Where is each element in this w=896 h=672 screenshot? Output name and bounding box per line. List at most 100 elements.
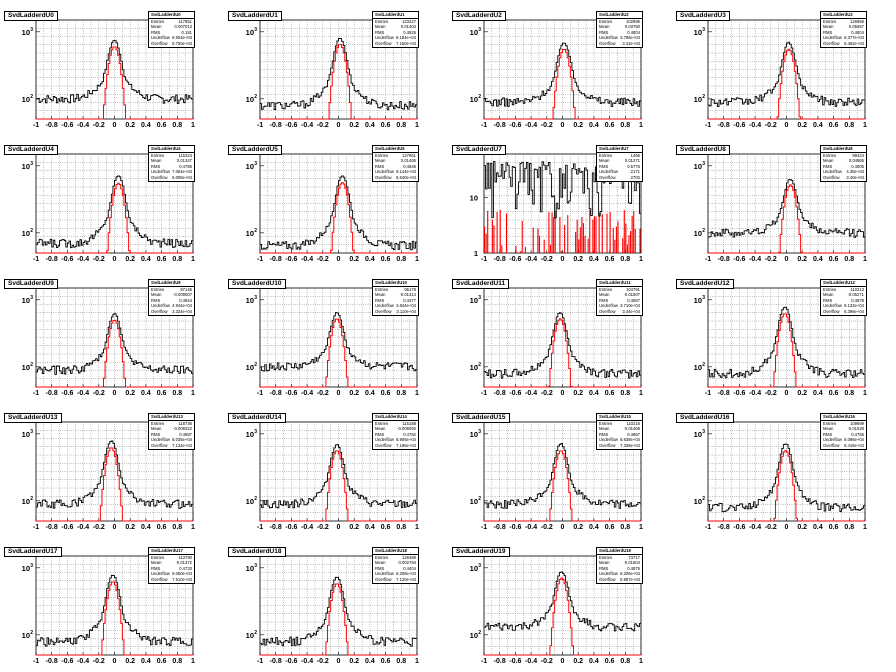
- histogram-title: SvdLadderdU10: [228, 279, 286, 289]
- primary-histogram: [484, 42, 641, 107]
- x-tick-label: 0.6: [157, 256, 167, 263]
- stats-row: Underflow 8.906e+04: [373, 437, 418, 443]
- x-tick-label: 0.6: [605, 256, 615, 263]
- stats-value: 6.462e+04: [844, 40, 864, 46]
- stats-value: 0.4887: [179, 431, 192, 437]
- stats-row: Entries 126955: [821, 19, 866, 25]
- x-tick-label: -0.2: [93, 122, 105, 129]
- stats-value: 0.04865: [848, 158, 864, 164]
- x-tick-label: 0: [561, 658, 565, 665]
- stats-key: Overflow: [599, 576, 616, 582]
- red-bin: [626, 244, 628, 253]
- stats-box: SvdLadderdU2 Entries 102895 Mean 0.03760 RMS 0…: [596, 11, 643, 48]
- stats-key: Overflow: [599, 442, 616, 448]
- stats-box: SvdLadderdU18 Entries 126488 Mean 0.002794 RM…: [372, 547, 419, 584]
- primary-histogram: [36, 39, 193, 104]
- stats-value: 0.4404: [403, 565, 416, 571]
- red-bin: [623, 210, 625, 253]
- x-tick-label: 1: [863, 524, 867, 531]
- stats-value: 7.336e+04: [620, 442, 640, 448]
- stats-row: Entries 104791: [597, 287, 642, 293]
- stats-value: 127861: [402, 152, 416, 158]
- x-tick-label: -0.4: [301, 658, 313, 665]
- x-tick-label: -0.6: [509, 256, 521, 263]
- stats-row: Overflow 6.887e+04: [597, 577, 642, 583]
- stats-row: Entries 118736: [149, 421, 194, 427]
- red-bin: [606, 213, 608, 253]
- x-tick-label: 0.8: [844, 524, 854, 531]
- y-tick-exponent: 3: [702, 295, 705, 301]
- stats-row: Mean 0.01465: [373, 158, 418, 164]
- x-tick-label: 0: [785, 524, 789, 531]
- red-bin: [609, 211, 611, 253]
- stats-row: Overflow 6.006e+04: [149, 175, 194, 181]
- x-tick-label: -1: [481, 122, 487, 129]
- stats-value: 7.510e+04: [172, 576, 192, 582]
- stats-key: RMS: [823, 431, 833, 437]
- stats-value: -0.01314: [399, 292, 416, 298]
- stats-value: 0.4782: [403, 431, 416, 437]
- stats-row: Entries 110213: [821, 287, 866, 293]
- primary-histogram: [708, 179, 865, 238]
- x-tick-label: 1: [863, 122, 867, 129]
- x-tick-label: -0.2: [317, 256, 329, 263]
- stats-row: Underflow 8.638e+04: [597, 437, 642, 443]
- stats-key: Underflow: [823, 303, 842, 309]
- histogram-title: SvdLadderdU18: [228, 547, 286, 557]
- stats-row: Entries 109699: [821, 421, 866, 427]
- x-tick-label: -0.6: [733, 390, 745, 397]
- stats-value: -0.009007: [173, 292, 192, 298]
- stats-key: Mean: [823, 292, 834, 298]
- red-bin: [601, 214, 603, 253]
- x-tick-label: -0.6: [61, 256, 73, 263]
- stats-row: Overflow 3.42e+04: [597, 41, 642, 47]
- stats-key: Mean: [375, 560, 386, 566]
- x-tick-label: 0.4: [365, 524, 375, 531]
- y-tick-exponent: 3: [30, 27, 33, 33]
- x-tick-label: 0.2: [349, 390, 359, 397]
- stats-key: Underflow: [375, 303, 394, 309]
- y-tick-exponent: 2: [478, 630, 481, 636]
- histogram-title: SvdLadderdU19: [452, 547, 510, 557]
- y-tick-label: 10: [22, 363, 30, 372]
- stats-key: Entries: [375, 152, 389, 158]
- x-tick-label: -0.6: [733, 524, 745, 531]
- stats-row: Mean -0.01468: [597, 426, 642, 432]
- stats-value: 102895: [626, 18, 640, 24]
- stats-row: Mean 0.05657: [821, 24, 866, 30]
- secondary-histogram: [36, 447, 193, 522]
- secondary-histogram: [260, 450, 417, 522]
- x-tick-label: 0: [113, 256, 117, 263]
- stats-key: Entries: [151, 18, 165, 24]
- x-tick-label: 0: [337, 390, 341, 397]
- x-tick-label: 0.8: [620, 658, 630, 665]
- x-tick-label: 0.8: [172, 256, 182, 263]
- secondary-histogram: [260, 583, 417, 656]
- stats-row: Underflow 2171: [597, 169, 642, 175]
- x-tick-label: -0.8: [46, 390, 58, 397]
- stats-row: RMS 0.4804: [597, 30, 642, 36]
- histogram-panel: -1 -0.8 -0.6 -0.4 -0.2 0 0.2 0.4 0.6 0.8 1 10 2 10 3 Sv…: [0, 0, 224, 134]
- x-tick-label: -0.2: [541, 658, 553, 665]
- stats-key: Underflow: [599, 169, 618, 175]
- stats-value: 8.906e+04: [396, 437, 416, 443]
- x-tick-label: 0.6: [605, 122, 615, 129]
- histogram-panel: -1 -0.8 -0.6 -0.4 -0.2 0 0.2 0.4 0.6 0.8 1 10 2 10 3 Sv…: [448, 0, 672, 134]
- x-tick-label: -0.8: [494, 122, 506, 129]
- stats-value: 8.326e+04: [620, 571, 640, 577]
- stats-title: SvdLadderdU4: [149, 146, 194, 153]
- stats-key: Underflow: [599, 35, 618, 41]
- y-tick-exponent: 3: [702, 27, 705, 33]
- y-tick-label: 10: [694, 162, 702, 171]
- x-tick-label: 0.8: [172, 122, 182, 129]
- stats-key: Entries: [823, 420, 837, 426]
- red-bin: [549, 244, 552, 253]
- stats-key: Underflow: [375, 571, 394, 577]
- y-tick-label: 10: [246, 95, 254, 104]
- stats-value: 0.4846: [403, 163, 416, 169]
- secondary-histogram: [708, 184, 865, 254]
- x-tick-label: 0.6: [157, 122, 167, 129]
